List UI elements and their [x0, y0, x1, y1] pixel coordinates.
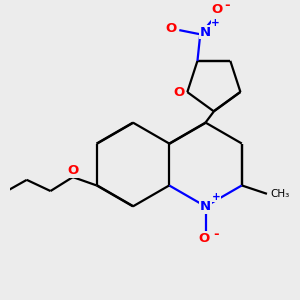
Text: O: O [67, 164, 79, 177]
Text: N: N [200, 200, 211, 213]
Text: O: O [166, 22, 177, 35]
Text: O: O [199, 232, 210, 245]
Text: O: O [212, 4, 223, 16]
Text: -: - [224, 0, 230, 12]
Text: CH₃: CH₃ [270, 189, 289, 199]
Text: +: + [212, 192, 220, 202]
Text: -: - [213, 228, 219, 242]
Text: +: + [211, 18, 220, 28]
Text: O: O [174, 86, 185, 99]
Text: N: N [200, 26, 211, 39]
